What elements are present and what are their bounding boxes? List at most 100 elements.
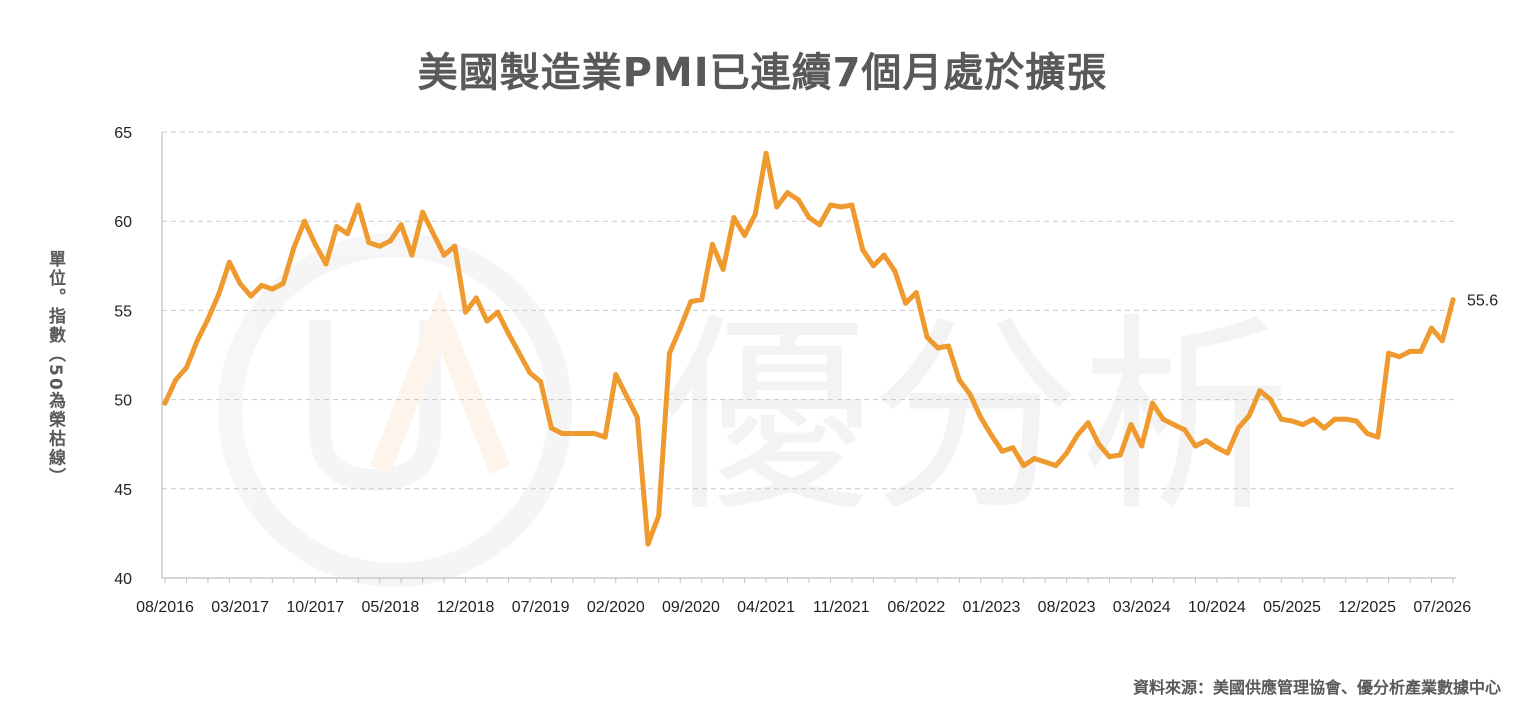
- x-tick-label: 12/2025: [1338, 599, 1396, 616]
- data-point: [924, 334, 930, 340]
- data-point: [205, 316, 211, 322]
- data-point: [570, 430, 576, 436]
- data-point: [183, 364, 189, 370]
- y-axis: 40 45 50 55 60 65: [114, 125, 132, 588]
- data-point: [849, 202, 855, 208]
- data-point: [1257, 388, 1263, 394]
- data-point: [1203, 438, 1209, 444]
- x-tick-label: 10/2017: [286, 599, 344, 616]
- data-point: [1235, 425, 1241, 431]
- data-point: [752, 211, 758, 217]
- data-point: [527, 370, 533, 376]
- data-point: [259, 282, 265, 288]
- data-point: [935, 345, 941, 351]
- data-point: [1450, 297, 1456, 303]
- data-point: [548, 425, 554, 431]
- data-point: [291, 245, 297, 251]
- data-point: [624, 393, 630, 399]
- y-tick-label: 60: [114, 214, 132, 231]
- data-point: [1289, 418, 1295, 424]
- data-point: [1332, 416, 1338, 422]
- data-point: [1042, 459, 1048, 465]
- data-point: [838, 204, 844, 210]
- data-point: [1085, 420, 1091, 426]
- y-tick-label: 55: [114, 303, 132, 320]
- data-point: [634, 414, 640, 420]
- data-point: [484, 318, 490, 324]
- watermark-text: 優分析: [660, 295, 1290, 540]
- data-point: [956, 377, 962, 383]
- data-point: [1096, 441, 1102, 447]
- x-tick-label: 08/2016: [136, 599, 194, 616]
- data-point: [817, 222, 823, 228]
- data-point: [709, 241, 715, 247]
- data-point: [377, 243, 383, 249]
- x-tick-label: 03/2017: [211, 599, 269, 616]
- data-point: [881, 252, 887, 258]
- data-point: [1128, 422, 1134, 428]
- y-axis-label: 單位。指數（50為榮枯線）: [45, 250, 65, 487]
- x-tick-label: 07/2019: [512, 599, 570, 616]
- data-point: [774, 204, 780, 210]
- data-point: [280, 281, 286, 287]
- data-point: [216, 291, 222, 297]
- data-point: [409, 252, 415, 258]
- data-point: [1246, 413, 1252, 419]
- data-point: [581, 430, 587, 436]
- data-point: [1278, 416, 1284, 422]
- x-tick-label: 11/2021: [813, 599, 870, 616]
- data-point: [1300, 422, 1306, 428]
- data-point: [1343, 416, 1349, 422]
- data-point: [903, 300, 909, 306]
- data-point: [1031, 455, 1037, 461]
- y-tick-label: 40: [114, 571, 132, 588]
- data-point: [1064, 450, 1070, 456]
- chart-title: 美國製造業PMI已連續7個月處於擴張: [417, 50, 1108, 96]
- data-point: [323, 261, 329, 267]
- last-value-label: 55.6: [1467, 293, 1498, 310]
- data-point: [398, 222, 404, 228]
- data-point: [452, 243, 458, 249]
- x-tick-label: 05/2025: [1263, 599, 1321, 616]
- data-point: [645, 541, 651, 547]
- data-point: [1364, 430, 1370, 436]
- x-tick-label: 03/2024: [1113, 599, 1171, 616]
- data-point: [420, 209, 426, 215]
- data-point: [978, 414, 984, 420]
- data-point: [495, 309, 501, 315]
- data-point: [988, 432, 994, 438]
- data-point: [827, 202, 833, 208]
- data-point: [355, 202, 361, 208]
- data-point: [312, 241, 318, 247]
- x-tick-label: 04/2021: [737, 599, 795, 616]
- data-point: [226, 259, 232, 265]
- data-point: [967, 391, 973, 397]
- data-point: [473, 295, 479, 301]
- data-point: [806, 215, 812, 221]
- data-point: [742, 232, 748, 238]
- data-point: [1407, 348, 1413, 354]
- data-point: [1353, 418, 1359, 424]
- data-point: [1310, 416, 1316, 422]
- data-point: [720, 266, 726, 272]
- data-point: [1268, 397, 1274, 403]
- x-tick-label: 01/2023: [963, 599, 1021, 616]
- data-point: [860, 247, 866, 253]
- x-tick-label: 07/2026: [1413, 599, 1471, 616]
- data-point: [1386, 350, 1392, 356]
- data-point: [1160, 416, 1166, 422]
- x-axis: 08/2016 03/2017 10/2017 05/2018 12/2018 07/20…: [136, 599, 1471, 616]
- data-point: [1021, 463, 1027, 469]
- y-tick-label: 45: [114, 482, 132, 499]
- y-tick-label: 65: [114, 125, 132, 142]
- data-point: [1396, 354, 1402, 360]
- data-point: [173, 377, 179, 383]
- data-point: [795, 197, 801, 203]
- data-point: [505, 331, 511, 337]
- x-tick-label: 02/2020: [587, 599, 645, 616]
- axes: [161, 132, 1456, 583]
- data-point: [1010, 445, 1016, 451]
- data-point: [366, 240, 372, 246]
- data-point: [344, 231, 350, 237]
- data-point: [1429, 325, 1435, 331]
